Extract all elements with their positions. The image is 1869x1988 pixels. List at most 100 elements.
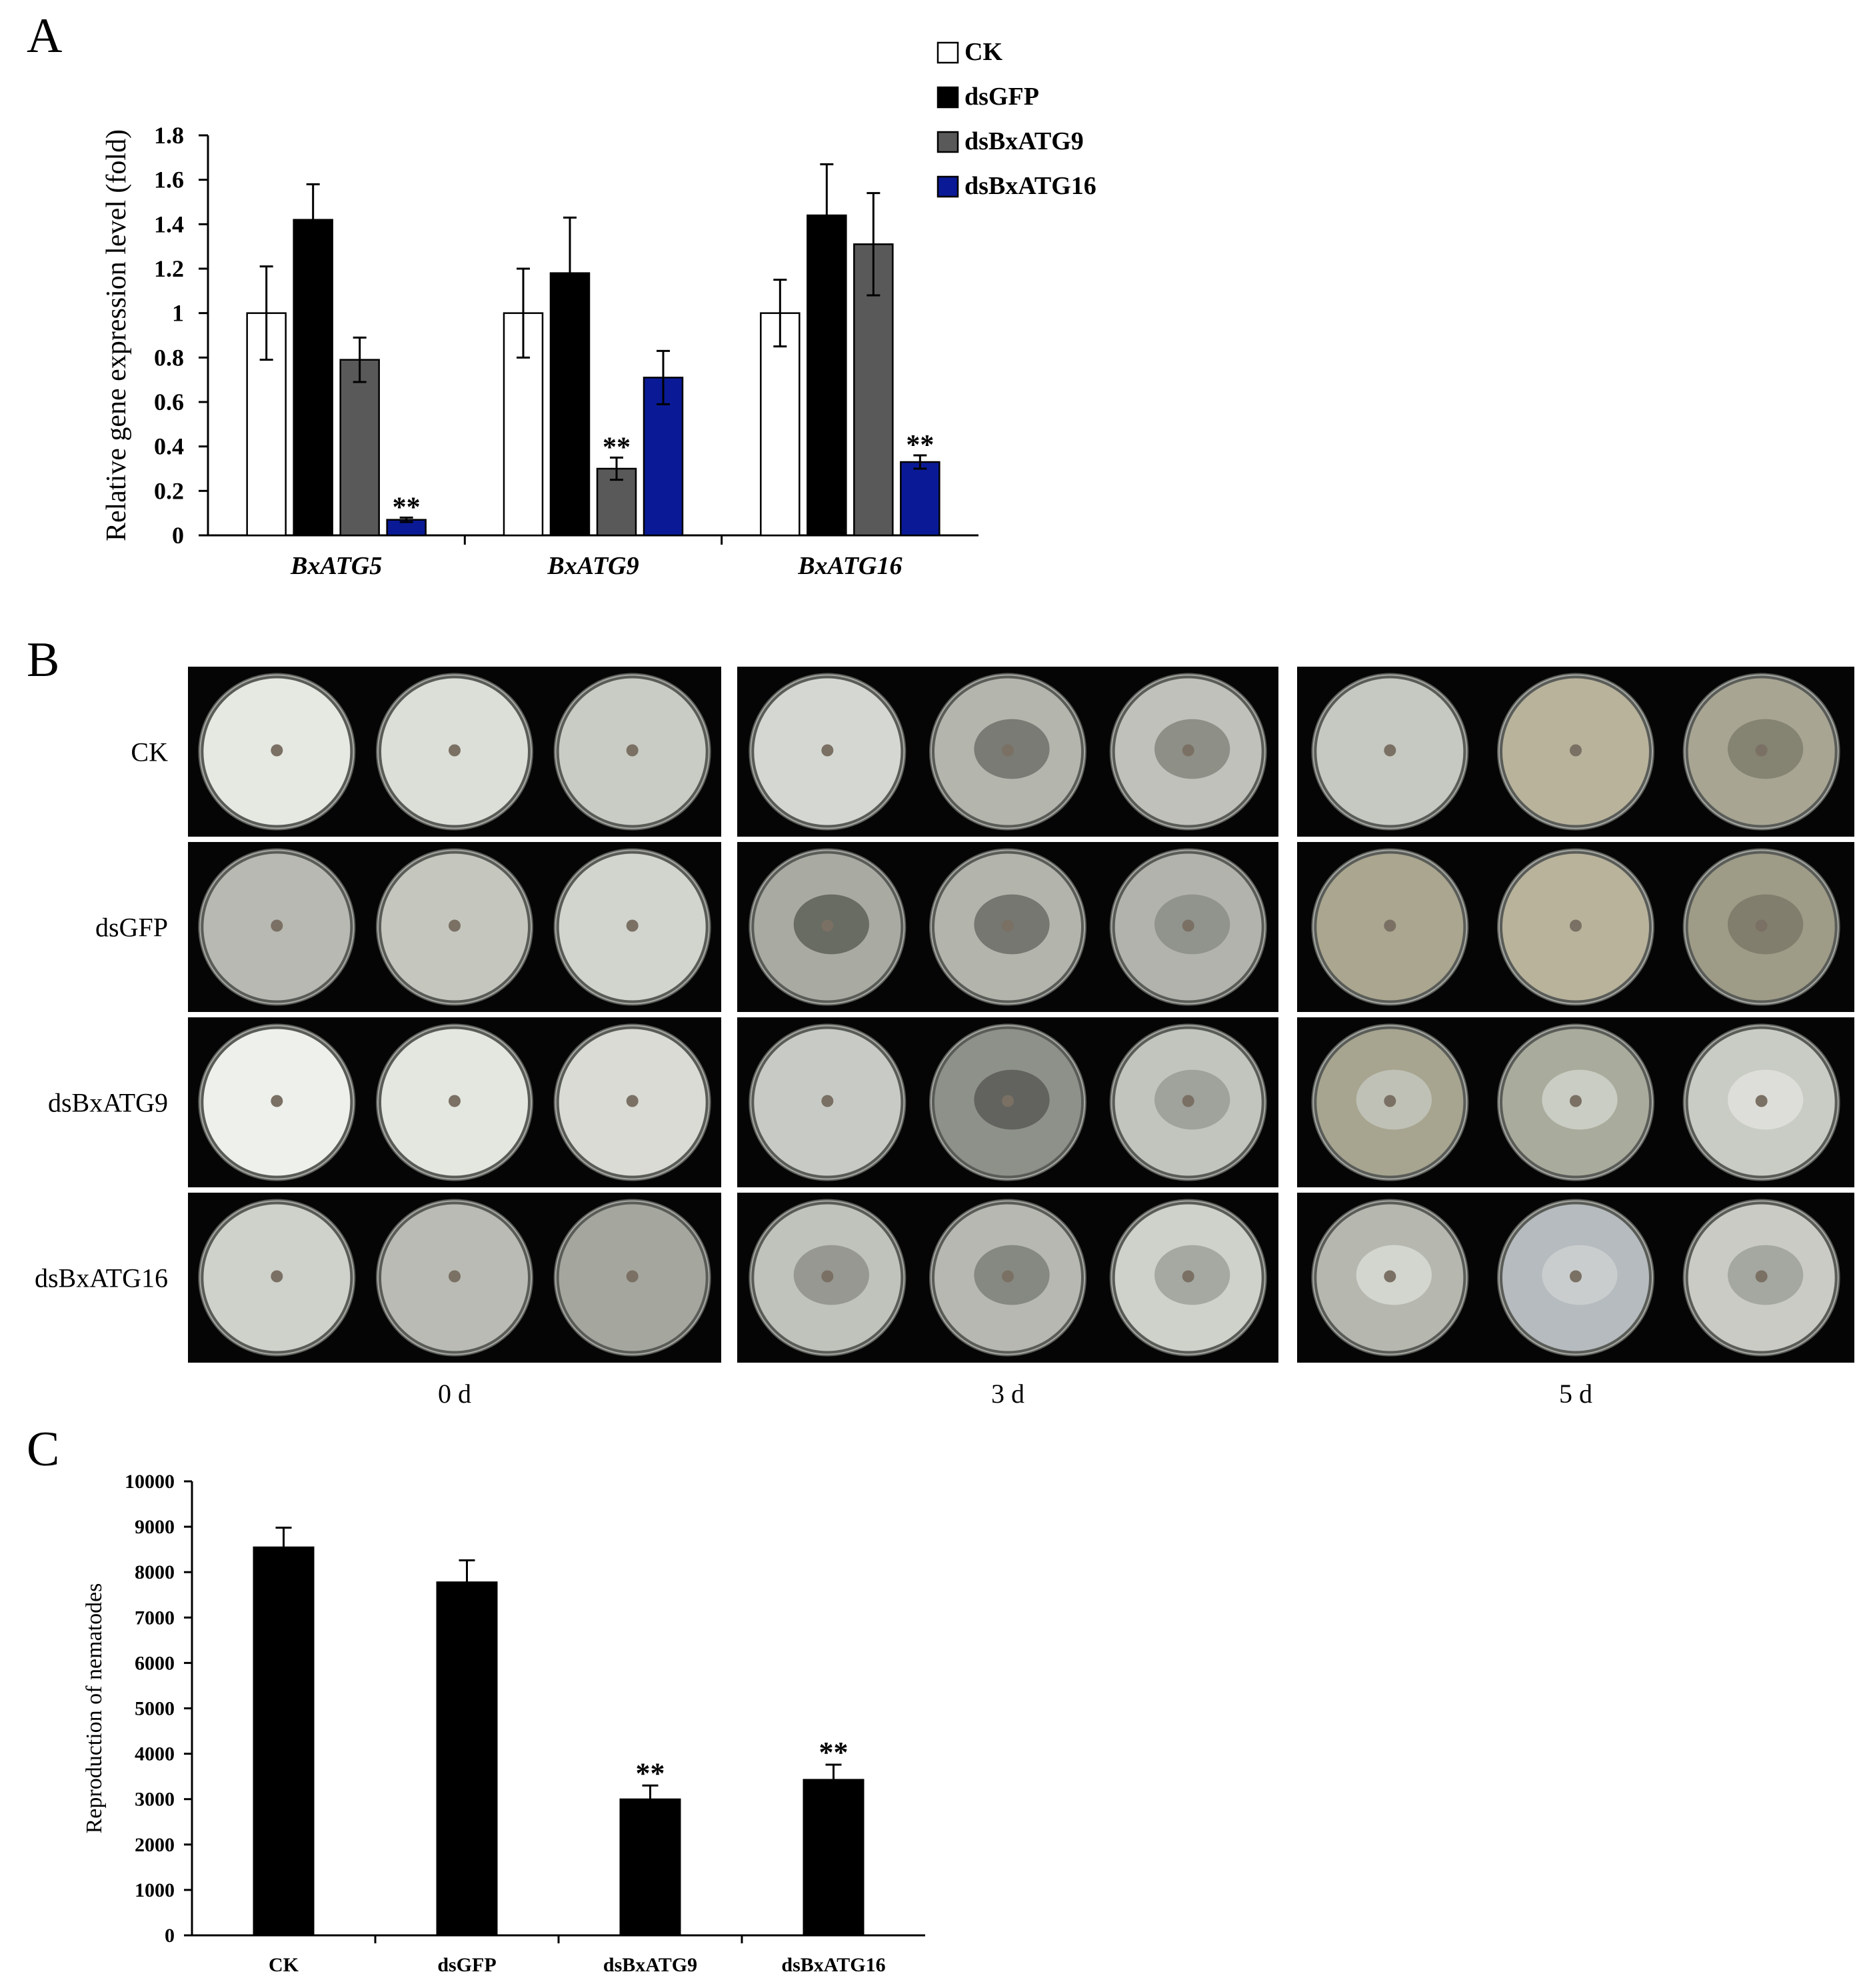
x-category-label: dsBxATG9 [603,1954,697,1976]
legend-swatch [936,41,959,64]
y-tick-label: 8000 [135,1561,175,1583]
significance-mark: ** [393,492,421,523]
inoculation-point [626,1270,639,1283]
time-label: 0 d [438,1379,471,1409]
petri-dish-edge [555,1025,710,1180]
inoculation-point [1570,1270,1582,1283]
significance-mark: ** [906,430,934,461]
y-tick-label: 7000 [135,1607,175,1629]
inoculation-point [449,919,461,932]
petri-dish-edge [199,1200,355,1355]
bar [619,1798,681,1937]
inoculation-point [1755,1270,1768,1283]
inoculation-point [1570,1095,1582,1107]
legend-label: dsGFP [964,83,1039,111]
x-category-label: BxATG5 [290,552,382,580]
row-label: dsBxATG9 [48,1088,168,1118]
inoculation-point [1755,744,1768,757]
plate-photo-grid: CK dsGFP dsBxATG9 dsBxATG16 0 d 3 d 5 d [35,667,1854,1409]
petri-dish-edge [1684,1200,1839,1355]
inoculation-point [449,1270,461,1283]
legend-label: dsBxATG9 [964,127,1084,155]
significance-mark: ** [636,1757,665,1789]
y-tick-label: 1 [172,300,184,327]
y-tick-label: 10000 [125,1471,175,1493]
inoculation-point [449,1095,461,1107]
petri-dish-edge [1498,674,1653,829]
inoculation-point [1182,744,1194,757]
y-tick-label: 0.4 [154,433,184,460]
petri-dish-edge [199,1025,355,1180]
y-tick-label: 0.6 [154,389,184,415]
inoculation-point [1182,1095,1194,1107]
legend-swatch [936,131,959,153]
legend-label: dsBxATG16 [964,172,1096,200]
inoculation-point [271,1270,283,1283]
inoculation-point [1182,1270,1194,1283]
row-label: CK [131,737,168,767]
inoculation-point [1755,1095,1768,1107]
y-axis-title: Reproduction of nematodes [82,1583,107,1834]
y-tick-label: 1.6 [154,167,184,193]
y-axis-title: Relative gene expression level (fold) [101,129,132,541]
petri-dish-edge [199,674,355,829]
petri-dish-edge [1684,1025,1839,1180]
inoculation-point [626,919,639,932]
petri-dish-edge [377,1025,532,1180]
panel-c-label: C [27,1422,60,1477]
inoculation-point [1182,919,1194,932]
petri-dish-edge [555,849,710,1005]
petri-dish-edge [1110,1200,1266,1355]
petri-dish-edge [199,849,355,1005]
y-tick-label: 0 [172,522,184,549]
petri-dish-edge [1498,1200,1653,1355]
petri-dish-edge [750,849,905,1005]
significance-mark: ** [603,432,631,463]
x-category-label: dsBxATG16 [781,1954,885,1976]
petri-dish-edge [1498,849,1653,1005]
petri-dish-edge [377,1200,532,1355]
inoculation-point [449,744,461,757]
time-label: 5 d [1559,1379,1592,1409]
y-tick-label: 1.2 [154,255,184,282]
petri-dish-edge [555,1200,710,1355]
inoculation-point [1002,1270,1014,1283]
y-tick-label: 0.2 [154,477,184,504]
inoculation-point [1384,919,1396,932]
inoculation-point [1002,1095,1014,1107]
inoculation-point [626,744,639,757]
inoculation-point [1570,744,1582,757]
y-tick-label: 1000 [135,1879,175,1901]
y-tick-label: 4000 [135,1743,175,1765]
time-label: 3 d [991,1379,1024,1409]
bar [803,1779,865,1936]
x-category-label: BxATG16 [797,552,902,580]
petri-dish-edge [931,849,1085,1005]
x-category-label: dsGFP [437,1954,496,1976]
y-tick-label: 1.4 [154,211,184,237]
petri-dish-edge [1684,674,1839,829]
inoculation-point [1384,1095,1396,1107]
y-tick-label: 0.8 [154,344,184,371]
petri-dish-edge [1498,1025,1653,1180]
petri-dish-edge [931,1200,1085,1355]
y-tick-label: 6000 [135,1652,175,1674]
y-tick-label: 0 [165,1925,175,1947]
bar [253,1546,315,1936]
inoculation-point [626,1095,639,1107]
bar [339,359,380,537]
inoculation-point [271,1095,283,1107]
panel-a-label: A [27,9,63,63]
bar [760,312,801,537]
y-tick-label: 1.8 [154,122,184,149]
petri-dish-edge [1684,849,1839,1005]
petri-dish-edge [750,1025,905,1180]
legend-label: CK [964,38,1002,66]
petri-dish-edge [750,1200,905,1355]
petri-dish-edge [555,674,710,829]
inoculation-point [821,1095,834,1107]
petri-dish-edge [1110,849,1266,1005]
inoculation-point [1570,919,1582,932]
bar [436,1581,498,1936]
petri-dish-edge [1110,1025,1266,1180]
